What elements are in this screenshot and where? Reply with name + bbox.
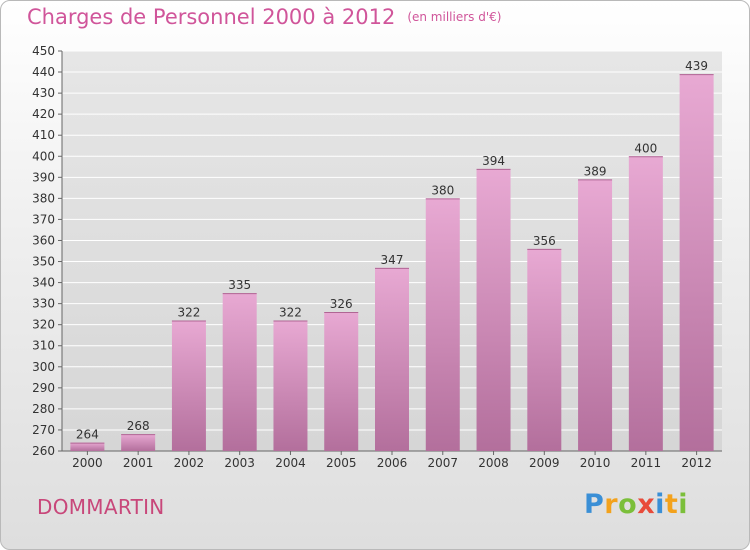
y-tick-label: 420: [32, 107, 55, 121]
y-tick-label: 450: [32, 44, 55, 58]
y-tick-label: 360: [32, 233, 55, 247]
y-tick-label: 410: [32, 128, 55, 142]
bar: [527, 248, 562, 451]
x-tick-label: 2006: [377, 456, 408, 470]
y-tick-label: 430: [32, 86, 55, 100]
y-tick-label: 400: [32, 149, 55, 163]
x-tick-label: 2009: [529, 456, 560, 470]
y-tick-label: 280: [32, 402, 55, 416]
bar: [476, 168, 511, 452]
y-tick-label: 270: [32, 423, 55, 437]
y-tick-label: 260: [32, 444, 55, 458]
data-label: 380: [431, 183, 454, 197]
y-tick-label: 390: [32, 170, 55, 184]
x-tick-label: 2011: [631, 456, 662, 470]
x-tick-label: 2008: [478, 456, 509, 470]
data-label: 400: [634, 141, 657, 155]
x-tick-label: 2000: [72, 456, 103, 470]
x-tick-label: 2001: [123, 456, 154, 470]
y-tick-label: 350: [32, 255, 55, 269]
x-tick-label: 2007: [427, 456, 458, 470]
y-tick-label: 340: [32, 276, 55, 290]
y-tick-label: 290: [32, 381, 55, 395]
bar: [375, 267, 409, 451]
x-tick-label: 2010: [580, 456, 611, 470]
y-tick-label: 330: [32, 297, 55, 311]
bar: [222, 293, 257, 451]
y-tick-label: 320: [32, 318, 55, 332]
y-tick-label: 440: [32, 65, 55, 79]
data-label: 326: [330, 297, 353, 311]
bar: [679, 74, 714, 451]
bar: [324, 312, 359, 451]
data-label: 322: [177, 305, 200, 319]
y-tick-label: 370: [32, 212, 55, 226]
data-label: 264: [76, 428, 99, 442]
y-tick-label: 380: [32, 191, 55, 205]
bar: [578, 179, 613, 451]
data-label: 268: [127, 419, 150, 433]
data-label: 394: [482, 154, 505, 168]
data-label: 389: [584, 164, 607, 178]
commune-name: DOMMARTIN: [37, 495, 165, 519]
chart-title: Charges de Personnel 2000 à 2012 (en mill…: [27, 5, 501, 29]
y-tick-label: 300: [32, 360, 55, 374]
x-tick-label: 2003: [224, 456, 255, 470]
bar: [121, 434, 156, 451]
bar: [171, 320, 206, 451]
data-label: 356: [533, 234, 556, 248]
y-tick-label: 310: [32, 339, 55, 353]
x-tick-label: 2002: [174, 456, 205, 470]
x-tick-label: 2012: [681, 456, 712, 470]
bar: [70, 442, 105, 451]
chart-title-text: Charges de Personnel 2000 à 2012: [27, 5, 396, 29]
data-label: 335: [228, 278, 251, 292]
data-label: 347: [381, 253, 404, 267]
bar: [425, 198, 460, 451]
bar: [273, 320, 308, 451]
bar: [628, 156, 663, 451]
data-label: 439: [685, 59, 708, 73]
data-label: 322: [279, 305, 302, 319]
x-tick-label: 2004: [275, 456, 306, 470]
x-tick-label: 2005: [326, 456, 357, 470]
proxiti-logo: Proxiti: [584, 489, 689, 520]
chart-unit-label: (en milliers d'€): [407, 10, 502, 24]
